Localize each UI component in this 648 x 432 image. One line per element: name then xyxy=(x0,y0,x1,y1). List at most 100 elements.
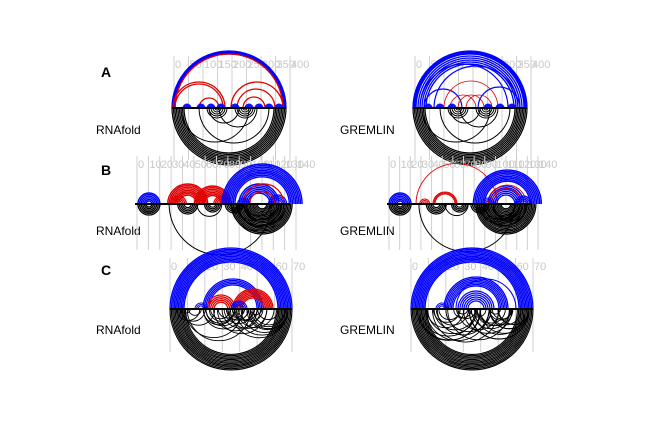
panel-a-gremlin-small-blue-arc xyxy=(435,103,445,109)
panel-c-rnafold-outer-arc xyxy=(179,257,283,310)
panel-b-rnafold-tick-label: 30 xyxy=(172,159,184,171)
panel-b-gremlin-lower-arc xyxy=(388,203,412,216)
panel-b-gremlin-lower-arc xyxy=(480,203,531,229)
panel-c-rnafold-arcs: 0 10 20 30 40 50 60 70 xyxy=(169,247,305,371)
panel-b-gremlin-lower-arc xyxy=(497,203,515,213)
panel-a-gremlin-lower-arc xyxy=(413,107,527,165)
panel-c-gremlin-outer-arc xyxy=(420,257,524,310)
panel-b-rnafold-lower-arc xyxy=(243,203,276,220)
panel-b-gremlin-helix-arc xyxy=(514,195,532,205)
panel-b-gremlin-helix-arc xyxy=(483,199,494,205)
panel-b-rnafold-helix-arc xyxy=(272,199,283,205)
panel-b-gremlin-helix-arc xyxy=(472,169,543,205)
panel-c-gremlin-lower-arc xyxy=(445,308,492,333)
panel-b-rnafold-tick-label: 40 xyxy=(183,159,195,171)
panel-c-gremlin-blue-arc xyxy=(437,304,447,310)
panel-c-rnafold-lower-arc xyxy=(170,308,292,370)
panel-a-rnafold-lower-arc xyxy=(240,107,250,113)
panel-b-gremlin-lower-arc xyxy=(428,203,444,212)
panel-a-rnafold-small-blue-arc xyxy=(182,103,192,109)
panel-b-rnafold-lower-arc xyxy=(178,203,197,213)
panel-c-rnafold-lower-arc xyxy=(231,308,256,321)
panel-c-gremlin-blue-arc xyxy=(449,282,503,310)
panel-c-rnafold-red-helix-arc xyxy=(236,292,270,310)
panel-c-gremlin-blue-arc xyxy=(467,300,485,310)
panel-c-gremlin-outer-arc xyxy=(411,248,533,310)
panel-c-gremlin-blue-arc xyxy=(465,298,487,310)
panel-b-rnafold-tick-label: 80 xyxy=(229,159,241,171)
panel-c-rnafold-red-helix-arc xyxy=(213,301,229,310)
panel-b-gremlin-lower-arc xyxy=(390,203,411,215)
panel-b-rnafold-lower-arc xyxy=(140,203,158,213)
panel-c-gremlin-blue-arc xyxy=(435,302,449,310)
panel-b-rnafold-lower-arc xyxy=(207,203,218,210)
panel-b-rnafold-helix-arc xyxy=(269,196,286,205)
panel-b-gremlin-lower-arc xyxy=(499,203,513,211)
panel-c-letter: C xyxy=(101,262,111,278)
panel-a-gremlin-lower-arc xyxy=(416,107,524,162)
panel-a-rnafold-red-arc xyxy=(236,88,276,109)
panel-c-rnafold-red-helix-arc xyxy=(211,299,231,310)
panel-b-right-label: GREMLIN xyxy=(340,224,395,238)
panel-a-gremlin-lower-arc xyxy=(451,107,465,115)
panel-b-gremlin-lower-arc xyxy=(427,203,446,213)
panel-c-rnafold-outer-arc xyxy=(177,255,285,310)
panel-c-rnafold-lower-arc xyxy=(180,308,206,322)
panel-b-gremlin-helix-arc xyxy=(483,180,531,205)
panel-a-rnafold-red-arc xyxy=(172,81,226,109)
panel-b-gremlin-tick-label: 0 xyxy=(390,159,396,171)
panel-c-gremlin-outer-arc xyxy=(417,254,527,310)
panel-b-rnafold-lower-arc xyxy=(234,203,290,232)
panel-b-rnafold-helix-arc xyxy=(268,194,288,205)
panel-a-gremlin-outer-arc xyxy=(417,55,523,109)
panel-b-rnafold-red-arc xyxy=(249,191,276,205)
panel-a-gremlin-outer-arc xyxy=(415,53,525,109)
panel-a-rnafold-small-blue-arc xyxy=(196,103,206,109)
panel-c-rnafold-lower-arc xyxy=(236,308,275,329)
panel-b-gremlin-helix-arc xyxy=(517,198,529,205)
panel-a-gremlin-outer-arc xyxy=(423,61,517,109)
panel-b-rnafold-tick-label: 20 xyxy=(161,159,173,171)
panel-c-gremlin-lower-arc xyxy=(413,308,531,368)
panel-b-gremlin-helix-arc xyxy=(516,197,531,205)
panel-b-rnafold-red-arc xyxy=(242,183,285,205)
panel-a-gremlin-lower-arc xyxy=(477,107,495,117)
panel-c-gremlin-lower-arc xyxy=(476,308,511,327)
panel-b-rnafold-helix-arc xyxy=(142,197,156,205)
panel-a-gremlin-lower-arc xyxy=(481,107,491,113)
panel-c-gremlin-tick-label: 30 xyxy=(464,261,476,273)
panel-a-rnafold-small-blue-arc xyxy=(216,103,226,109)
panel-c-rnafold-lower-arc xyxy=(257,308,280,320)
panel-c-gremlin-blue-arc xyxy=(459,292,493,310)
panel-c-rnafold-red-helix-arc xyxy=(232,288,274,310)
panel-b-rnafold-lower-arc xyxy=(255,203,269,211)
panel-a-gremlin-lower-arc xyxy=(421,107,519,157)
panel-c-gremlin-tick-label: 70 xyxy=(534,261,546,273)
panel-a-rnafold-lower-arc xyxy=(174,107,284,163)
panel-a-rnafold-outer-red-arc xyxy=(174,53,284,109)
panel-c-rnafold-lower-arc xyxy=(177,308,285,363)
panel-a-gremlin-lower-arc xyxy=(415,107,525,163)
panel-b-rnafold-lower-arc xyxy=(180,203,196,212)
panel-b-rnafold-lower-arc xyxy=(143,203,155,210)
panel-b-rnafold-helix-arc xyxy=(227,169,297,205)
panel-c-rnafold-outer-arc xyxy=(176,254,286,310)
panel-a-gremlin-small-blue-arc xyxy=(423,103,433,109)
panel-c-gremlin-blue-arc xyxy=(461,294,491,310)
panel-c-gremlin-lower-arc xyxy=(497,308,530,325)
panel-c-rnafold-outer-arc xyxy=(172,250,290,310)
panel-b-rnafold-lower-arc xyxy=(235,203,289,231)
panel-b-rnafold-helix-arc xyxy=(229,171,295,205)
panel-c-gremlin-blue-arc xyxy=(455,278,517,310)
panel-b-gremlin-red-arc xyxy=(433,192,457,205)
panel-b-rnafold-helix-arc xyxy=(238,199,249,205)
panel-a-gremlin-lower-arc xyxy=(421,107,491,143)
panel-a-rnafold-lower-arc xyxy=(180,107,278,157)
panel-a-rnafold-lower-arc xyxy=(198,107,270,144)
panel-b-gremlin-helix-arc xyxy=(496,194,516,205)
panel-b-rnafold-helix-arc xyxy=(221,163,303,205)
panel-a-rnafold-outer-arc xyxy=(171,50,287,109)
panel-c-rnafold-lower-arc xyxy=(174,308,288,366)
